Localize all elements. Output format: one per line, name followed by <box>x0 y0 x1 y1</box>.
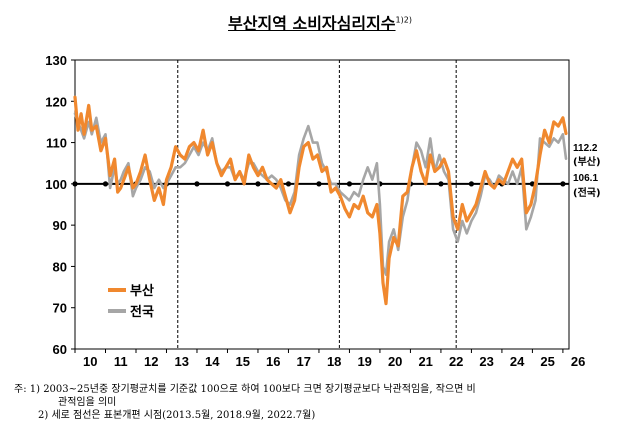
y-tick-label: 120 <box>45 94 67 109</box>
y-tick-label: 80 <box>53 259 67 274</box>
x-tick-label: 24 <box>510 354 525 369</box>
chart-title-text: 부산지역 소비자심리지수 <box>228 14 396 33</box>
series-line-national <box>73 112 568 277</box>
footnote-2: 2) 세로 점선은 표본개편 시점(2013.5월, 2018.9월, 2022… <box>38 410 316 421</box>
end-series-label: (부산) <box>573 155 601 168</box>
x-tick-label: 26 <box>571 354 585 369</box>
x-tick-label: 20 <box>388 354 402 369</box>
baseline-marker <box>194 181 200 187</box>
y-tick-label: 130 <box>45 53 67 68</box>
y-tick-label: 100 <box>45 177 67 192</box>
x-tick-label: 13 <box>174 354 188 369</box>
baseline-marker <box>346 181 353 187</box>
x-tick-label: 16 <box>266 354 280 369</box>
x-tick-label: 22 <box>449 354 463 369</box>
baseline-marker <box>72 181 78 187</box>
x-tick-label: 12 <box>144 354 158 369</box>
end-value-label: 112.2 <box>573 143 598 154</box>
baseline-marker <box>438 181 444 187</box>
chart-title: 부산지역 소비자심리지수1)2) <box>0 10 640 34</box>
x-tick-label: 23 <box>479 354 493 369</box>
x-tick-label: 15 <box>235 354 249 369</box>
x-tick-label: 14 <box>205 354 220 369</box>
legend-label: 전국 <box>130 304 154 320</box>
x-tick-label: 10 <box>83 354 97 369</box>
footnote-1: 주: 1) 2003~25년중 장기평균치를 기준값 100으로 하여 100보… <box>14 384 476 395</box>
y-tick-label: 60 <box>53 342 67 357</box>
y-tick-label: 110 <box>46 136 67 151</box>
baseline-marker <box>255 181 261 187</box>
x-tick-label: 21 <box>418 354 432 369</box>
x-tick-label: 18 <box>327 354 341 369</box>
baseline-marker <box>102 181 109 187</box>
baseline-marker <box>468 181 475 187</box>
x-tick-label: 11 <box>114 354 128 369</box>
legend-label: 부산 <box>130 283 154 299</box>
baseline-marker <box>560 181 566 187</box>
baseline-marker <box>316 181 322 187</box>
end-value-label: 106.1 <box>573 173 598 184</box>
series-line-busan <box>73 95 568 306</box>
y-tick-label: 70 <box>53 301 67 316</box>
plot-frame <box>74 59 570 350</box>
baseline-marker <box>224 181 231 187</box>
x-tick-label: 17 <box>296 354 310 369</box>
chart-title-superscript: 1)2) <box>395 15 412 25</box>
baseline-marker <box>285 181 292 187</box>
x-tick-label: 19 <box>357 354 371 369</box>
footnote-1-continued: 관적임을 의미 <box>58 397 117 408</box>
x-tick-label: 25 <box>540 354 554 369</box>
end-series-label: (전국) <box>573 186 601 199</box>
y-tick-label: 90 <box>53 218 67 233</box>
